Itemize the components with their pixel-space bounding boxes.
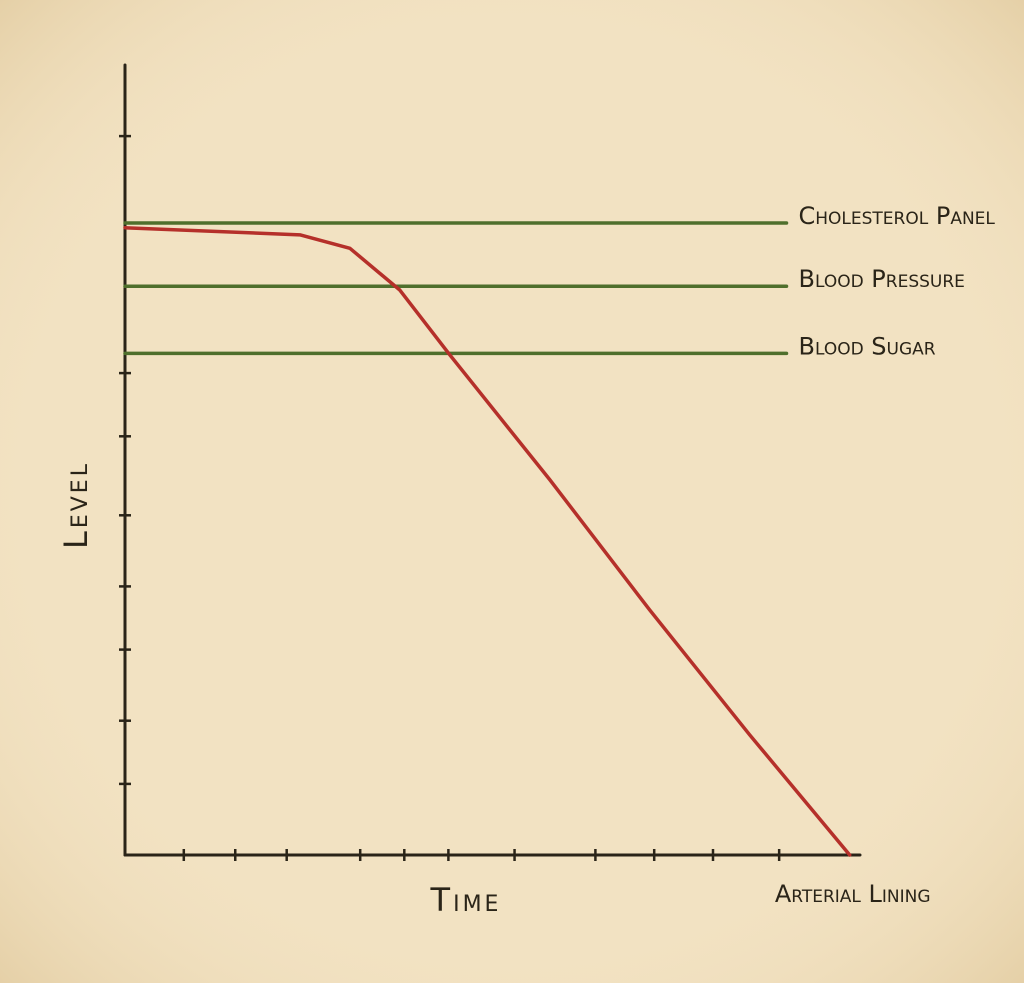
series-label: Blood Sugar [799, 332, 936, 360]
x-axis-title: Time [430, 881, 502, 919]
series-label: Arterial Lining [775, 880, 931, 908]
y-axis-title: Level [57, 461, 95, 549]
series-line [123, 225, 852, 857]
series-label: Cholesterol Panel [799, 202, 996, 230]
series-label: Blood Pressure [799, 265, 965, 293]
